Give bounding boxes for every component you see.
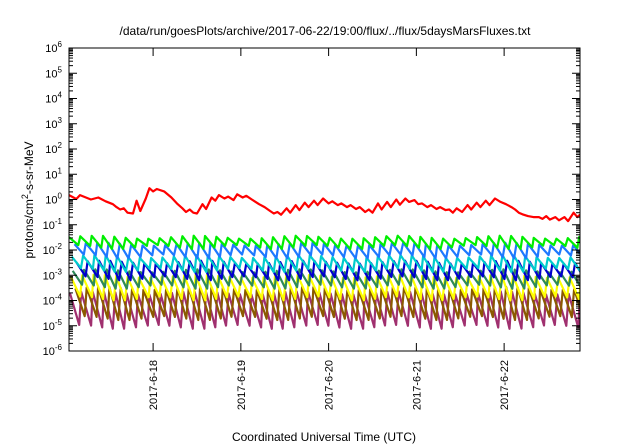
y-tick-label: 101 [45, 166, 62, 181]
x-tick-label: 2017-6-22 [499, 360, 511, 410]
y-tick-label: 105 [45, 65, 62, 80]
x-tick-label: 2017-6-20 [324, 360, 336, 410]
x-tick-label: 2017-6-19 [236, 360, 248, 410]
y-tick-label: 10-2 [43, 242, 63, 257]
y-tick-label: 10-3 [43, 267, 63, 282]
x-axis-label: Coordinated Universal Time (UTC) [232, 430, 416, 444]
y-tick-label: 102 [45, 141, 62, 156]
y-tick-label: 100 [45, 192, 62, 207]
x-tick-label: 2017-6-18 [148, 360, 160, 410]
y-tick-label: 10-4 [43, 293, 63, 308]
y-tick-label: 10-1 [43, 217, 63, 232]
series-line-2 [69, 234, 580, 251]
y-tick-label: 103 [45, 116, 62, 131]
y-tick-label: 10-5 [43, 318, 63, 333]
series-line-6 [71, 268, 580, 290]
y-tick-label: 106 [45, 40, 62, 55]
x-tick-label: 2017-6-21 [411, 360, 423, 410]
y-tick-label: 104 [45, 91, 62, 106]
chart-title: /data/run/goesPlots/archive/2017-06-22/1… [120, 24, 532, 38]
series-layer [69, 187, 580, 330]
series-line-8 [74, 285, 580, 322]
y-axis-label: protons/cm2-s-sr-MeV [20, 141, 36, 258]
y-tick-label: 10-6 [43, 343, 63, 358]
series-line-1 [69, 187, 580, 223]
axis-layer: 10-6 10-5 10-4 10-3 10-2 10-1 100 101 102 103 104 1… [43, 40, 581, 410]
